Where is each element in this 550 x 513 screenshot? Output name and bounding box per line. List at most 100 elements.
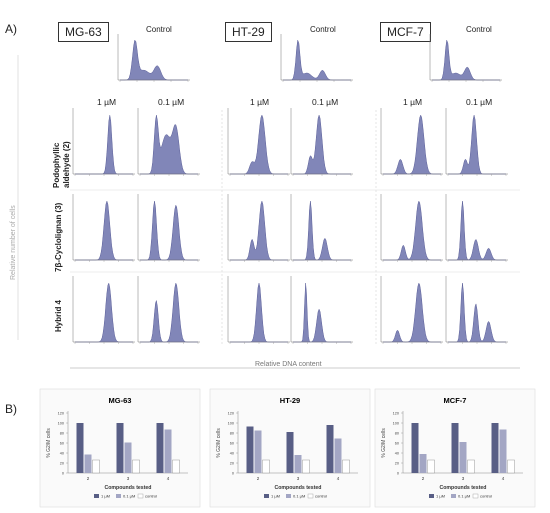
dose-label-mcf7-1um: 1 µM (403, 97, 423, 107)
legend-label: 0.1 µM (293, 494, 305, 499)
cell-line-box-mg63: MG-63 (58, 22, 109, 42)
histogram-area (75, 115, 133, 175)
histogram-area (140, 282, 198, 343)
bar-chart-ytick-label: 0 (397, 472, 399, 476)
bar-chart-ytick-label: 60 (60, 442, 64, 446)
histogram-area (140, 115, 198, 175)
legend-label: 1 µM (101, 494, 110, 499)
bar-chart-category-label: 3 (127, 476, 130, 481)
bar-control-cmpd4 (507, 459, 515, 474)
bar-1M-cmpd4 (326, 425, 334, 473)
bar-chart-title: MG-63 (109, 396, 132, 405)
bar-chart-ytick-label: 0 (62, 472, 64, 476)
control-label-ht29: Control (310, 25, 336, 34)
histogram-p_mc_01 (445, 108, 508, 176)
control-label-mcf7: Control (466, 25, 492, 34)
bar-chart-xlabel: Compounds tested (275, 485, 322, 491)
histogram-area (140, 201, 198, 261)
bar-control-cmpd2 (427, 459, 435, 474)
dose-label-mg63-1um: 1 µM (97, 97, 117, 107)
bar-chart-ytick-label: 20 (395, 462, 399, 466)
dose-label-ht29-01um: 0.1 µM (312, 97, 339, 107)
legend-swatch (94, 494, 99, 498)
bar-1M-cmpd3 (116, 423, 124, 473)
bar-control-cmpd3 (132, 459, 140, 474)
legend-label: control (315, 494, 327, 499)
bar-chart-ytick-label: 120 (228, 412, 234, 416)
histogram-area (293, 114, 351, 175)
bar-control-cmpd2 (262, 459, 270, 474)
histogram-p_mg_1 (72, 108, 135, 176)
bar-01M-cmpd3 (124, 442, 132, 473)
bar-chart-ytick-label: 80 (395, 432, 399, 436)
bar-chart-ytick-label: 100 (393, 422, 399, 426)
bar-1M-cmpd2 (246, 426, 254, 473)
control-label-mg63: Control (146, 25, 172, 34)
bar-chart-category-label: 2 (257, 476, 260, 481)
histogram-c_mg_1 (72, 194, 135, 262)
histogram-area (293, 201, 351, 261)
bar-control-cmpd4 (172, 459, 180, 474)
legend-label: control (480, 494, 492, 499)
bar-chart-ytick-label: 40 (230, 452, 234, 456)
bar-chart-ytick-label: 120 (58, 412, 64, 416)
histogram-area (383, 282, 441, 343)
histogram-area (383, 200, 441, 261)
bar-chart-ytick-label: 100 (58, 422, 64, 426)
bar-chart-ylabel: % G2/M cells (46, 428, 52, 458)
bar-1M-cmpd4 (156, 423, 164, 473)
histogram-control_mg (117, 34, 190, 82)
bar-chart-ytick-label: 60 (230, 442, 234, 446)
bar-chart-ytick-label: 80 (60, 432, 64, 436)
bar-chart-ytick-label: 0 (232, 472, 234, 476)
legend-swatch (451, 494, 456, 498)
histogram-p_ht_01 (290, 108, 353, 176)
legend-swatch (286, 494, 291, 498)
bar-control-cmpd2 (92, 459, 100, 474)
bar-control-cmpd4 (342, 459, 350, 474)
bar-1M-cmpd3 (286, 432, 294, 473)
histogram-h_mc_1 (380, 276, 443, 344)
legend-label: 1 µM (271, 494, 280, 499)
dose-label-mcf7-01um: 0.1 µM (466, 97, 493, 107)
bar-chart-ht-29: HT-29 0 20 40 60 80 100 120 % G2/M cells 2 3 4 Compo… (209, 388, 371, 508)
bar-chart-ytick-label: 80 (230, 432, 234, 436)
bar-chart-category-label: 4 (502, 476, 505, 481)
histogram-area (230, 283, 288, 343)
panel-b-label: B) (5, 402, 17, 416)
histogram-area (120, 39, 188, 81)
histogram-h_ht_1 (227, 276, 290, 344)
legend-swatch (116, 494, 121, 498)
bar-01M-cmpd4 (499, 429, 507, 473)
dose-label-mg63-01um: 0.1 µM (158, 97, 185, 107)
dose-label-ht29-1um: 1 µM (250, 97, 270, 107)
legend-swatch (429, 494, 434, 498)
histogram-c_mg_01 (137, 194, 200, 262)
panel-a-label: A) (5, 22, 17, 36)
histogram-area (448, 115, 506, 175)
bar-1M-cmpd3 (451, 423, 459, 473)
bar-chart-category-label: 2 (422, 476, 425, 481)
bar-chart-ylabel: % G2/M cells (381, 428, 387, 458)
bar-chart-category-label: 4 (337, 476, 340, 481)
histogram-area (383, 114, 441, 175)
histogram-area (448, 283, 506, 343)
histogram-area (230, 200, 288, 261)
bar-chart-ytick-label: 100 (228, 422, 234, 426)
histogram-h_mg_01 (137, 276, 200, 344)
bar-1M-cmpd4 (491, 423, 499, 473)
legend-swatch (307, 493, 314, 499)
histogram-h_mc_01 (445, 276, 508, 344)
legend-label: control (145, 494, 157, 499)
bar-01M-cmpd2 (419, 454, 427, 473)
legend-swatch (472, 493, 479, 499)
bar-chart-mcf-7: MCF-7 0 20 40 60 80 100 120 % G2/M cells 2 3 4 Compo… (374, 388, 536, 508)
bar-chart-ytick-label: 20 (60, 462, 64, 466)
histogram-p_mg_01 (137, 108, 200, 176)
histogram-c_mc_1 (380, 194, 443, 262)
bar-chart-ylabel: % G2/M cells (216, 428, 222, 458)
histogram-control_ht (280, 34, 353, 82)
bar-chart-legend: 1 µM 0.1 µM control (429, 494, 492, 499)
bar-chart-ytick-label: 120 (393, 412, 399, 416)
